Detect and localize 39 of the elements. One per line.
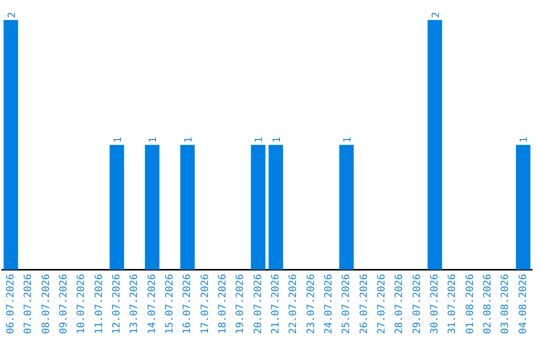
data-label: 1 [254,136,266,143]
x-tick-label: 20.07.2026 [252,274,264,334]
x-tick-label: 15.07.2026 [164,274,176,334]
x-tick-label: 16.07.2026 [182,274,194,334]
x-tick-label: 09.07.2026 [58,274,70,334]
data-label: 1 [184,136,194,143]
data-label: 1 [148,136,160,143]
x-tick-label: 10.07.2026 [76,274,88,334]
data-label: 1 [342,136,354,143]
x-tick-label: 21.07.2026 [270,274,282,334]
x-tick-label: 25.07.2026 [341,274,352,334]
x-tick-label: 24.07.2026 [323,274,334,334]
x-tick-label: 19.07.2026 [235,274,246,334]
data-label: 1 [112,136,124,143]
data-label: 1 [272,136,283,143]
x-tick-label: 28.07.2026 [394,274,406,334]
x-tick-label: 08.07.2026 [40,274,52,334]
x-tick-label: 18.07.2026 [217,274,228,334]
x-tick-label: 04.08.2026 [518,274,529,334]
x-tick-label: 11.07.2026 [94,274,105,334]
x-tick-label: 22.07.2026 [288,274,300,334]
x-tick-label: 12.07.2026 [111,274,122,334]
x-tick-label: 31.07.2026 [447,274,458,334]
x-tick-label: 30.07.2026 [429,274,440,334]
x-tick-label: 06.07.2026 [5,274,16,334]
x-tick-label: 03.08.2026 [500,274,512,334]
x-tick-label: 13.07.2026 [129,274,140,334]
x-tick-label: 01.08.2026 [464,274,476,334]
data-label: 2 [6,12,18,18]
x-tick-label: 29.07.2026 [412,274,423,334]
x-tick-label: 23.07.2026 [306,274,317,334]
x-tick-label: 17.07.2026 [200,274,211,334]
x-tick-label: 27.07.2026 [376,274,388,334]
data-label: 2 [430,12,442,18]
x-tick-label: 02.08.2026 [482,274,494,334]
x-tick-label: 07.07.2026 [23,274,34,334]
data-label: 1 [519,136,530,143]
x-tick-label: 26.07.2026 [358,274,370,334]
x-tick-label: 14.07.2026 [146,274,158,334]
